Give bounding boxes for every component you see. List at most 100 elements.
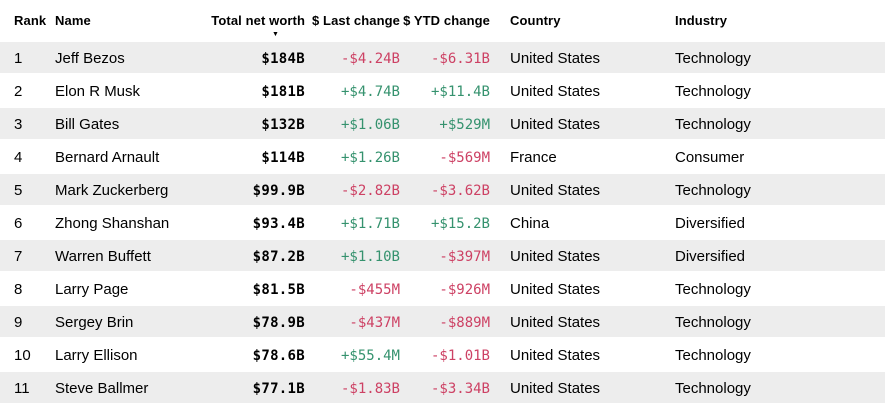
table-header-row: Rank Name Total net worth ▼ $ Last chang…: [0, 0, 885, 42]
name-cell: Bill Gates: [55, 116, 120, 133]
ytd-change-cell: -$3.62B: [430, 182, 490, 199]
last-change-cell: +$1.06B: [340, 116, 400, 133]
ytd-change-cell: -$889M: [439, 314, 490, 331]
industry-cell: Technology: [675, 50, 751, 67]
last-change-cell: -$437M: [349, 314, 400, 331]
name-cell: Warren Buffett: [55, 248, 151, 265]
ytd-change-cell: +$529M: [439, 116, 490, 133]
last-change-cell: -$1.83B: [340, 380, 400, 397]
last-change-cell: -$4.24B: [340, 50, 400, 67]
table-row[interactable]: 2 Elon R Musk $181B +$4.74B +$11.4B Unit…: [0, 75, 885, 108]
industry-cell: Technology: [675, 83, 751, 100]
rank-cell: 5: [14, 182, 23, 199]
name-cell: Jeff Bezos: [55, 50, 125, 67]
industry-cell: Technology: [675, 347, 751, 364]
net-worth-cell: $81.5B: [252, 281, 305, 298]
name-cell: Elon R Musk: [55, 83, 141, 100]
table-row[interactable]: 7 Warren Buffett $87.2B +$1.10B -$397M U…: [0, 240, 885, 273]
country-cell: United States: [510, 182, 601, 199]
last-change-cell: +$1.10B: [340, 248, 400, 265]
column-header-ytd-change[interactable]: $ YTD change: [403, 13, 490, 28]
rank-cell: 9: [14, 314, 23, 331]
country-cell: United States: [510, 83, 601, 100]
table-row[interactable]: 6 Zhong Shanshan $93.4B +$1.71B +$15.2B …: [0, 207, 885, 240]
industry-cell: Technology: [675, 314, 751, 331]
table-row[interactable]: 10 Larry Ellison $78.6B +$55.4M -$1.01B …: [0, 339, 885, 372]
country-cell: United States: [510, 116, 601, 133]
name-cell: Bernard Arnault: [55, 149, 160, 166]
rank-cell: 6: [14, 215, 23, 232]
column-header-label: Total net worth: [211, 13, 305, 28]
ytd-change-cell: -$3.34B: [430, 380, 490, 397]
industry-cell: Diversified: [675, 215, 746, 232]
net-worth-cell: $87.2B: [252, 248, 305, 265]
industry-cell: Technology: [675, 116, 751, 133]
table-row[interactable]: 11 Steve Ballmer $77.1B -$1.83B -$3.34B …: [0, 372, 885, 405]
table-row[interactable]: 9 Sergey Brin $78.9B -$437M -$889M Unite…: [0, 306, 885, 339]
net-worth-cell: $184B: [261, 50, 305, 67]
rank-cell: 11: [14, 380, 30, 397]
industry-cell: Diversified: [675, 248, 746, 265]
table-row[interactable]: 1 Jeff Bezos $184B -$4.24B -$6.31B Unite…: [0, 42, 885, 75]
country-cell: China: [510, 215, 550, 232]
last-change-cell: +$4.74B: [340, 83, 400, 100]
industry-cell: Consumer: [675, 149, 745, 166]
last-change-cell: +$1.71B: [340, 215, 400, 232]
last-change-cell: -$455M: [349, 281, 400, 298]
name-cell: Mark Zuckerberg: [55, 182, 169, 199]
rank-cell: 3: [14, 116, 23, 133]
rank-cell: 4: [14, 149, 23, 166]
rank-cell: 8: [14, 281, 23, 298]
name-cell: Larry Page: [55, 281, 129, 298]
ytd-change-cell: -$926M: [439, 281, 490, 298]
country-cell: United States: [510, 50, 601, 67]
industry-cell: Technology: [675, 281, 751, 298]
ytd-change-cell: -$1.01B: [430, 347, 490, 364]
sort-desc-icon: ▼: [271, 31, 279, 38]
column-header-last-change[interactable]: $ Last change: [312, 13, 400, 28]
column-header-net-worth[interactable]: Total net worth ▼: [211, 13, 305, 39]
net-worth-cell: $78.9B: [252, 314, 305, 331]
country-cell: United States: [510, 314, 601, 331]
last-change-cell: +$55.4M: [340, 347, 400, 364]
country-cell: United States: [510, 248, 601, 265]
net-worth-cell: $77.1B: [252, 380, 305, 397]
name-cell: Steve Ballmer: [55, 380, 149, 397]
table-row[interactable]: 4 Bernard Arnault $114B +$1.26B -$569M F…: [0, 141, 885, 174]
column-header-country[interactable]: Country: [510, 13, 561, 28]
industry-cell: Technology: [675, 182, 751, 199]
net-worth-cell: $181B: [261, 83, 305, 100]
net-worth-cell: $99.9B: [252, 182, 305, 199]
ytd-change-cell: +$11.4B: [430, 83, 490, 100]
country-cell: France: [510, 149, 557, 166]
industry-cell: Technology: [675, 380, 751, 397]
column-header-rank[interactable]: Rank: [14, 13, 47, 28]
last-change-cell: +$1.26B: [340, 149, 400, 166]
ytd-change-cell: -$397M: [439, 248, 490, 265]
rank-cell: 2: [14, 83, 23, 100]
ytd-change-cell: -$6.31B: [430, 50, 490, 67]
ytd-change-cell: +$15.2B: [430, 215, 490, 232]
rank-cell: 10: [14, 347, 31, 364]
rank-cell: 7: [14, 248, 23, 265]
name-cell: Zhong Shanshan: [55, 215, 170, 232]
net-worth-cell: $93.4B: [252, 215, 305, 232]
rank-cell: 1: [14, 50, 23, 67]
name-cell: Larry Ellison: [55, 347, 138, 364]
table-body: 1 Jeff Bezos $184B -$4.24B -$6.31B Unite…: [0, 42, 885, 405]
ytd-change-cell: -$569M: [439, 149, 490, 166]
country-cell: United States: [510, 281, 601, 298]
last-change-cell: -$2.82B: [340, 182, 400, 199]
column-header-name[interactable]: Name: [55, 13, 91, 28]
table-row[interactable]: 3 Bill Gates $132B +$1.06B +$529M United…: [0, 108, 885, 141]
net-worth-cell: $114B: [261, 149, 305, 166]
column-header-industry[interactable]: Industry: [675, 13, 728, 28]
country-cell: United States: [510, 347, 601, 364]
country-cell: United States: [510, 380, 601, 397]
table-row[interactable]: 5 Mark Zuckerberg $99.9B -$2.82B -$3.62B…: [0, 174, 885, 207]
net-worth-cell: $132B: [261, 116, 305, 133]
table-row[interactable]: 8 Larry Page $81.5B -$455M -$926M United…: [0, 273, 885, 306]
net-worth-cell: $78.6B: [252, 347, 305, 364]
name-cell: Sergey Brin: [55, 314, 134, 331]
